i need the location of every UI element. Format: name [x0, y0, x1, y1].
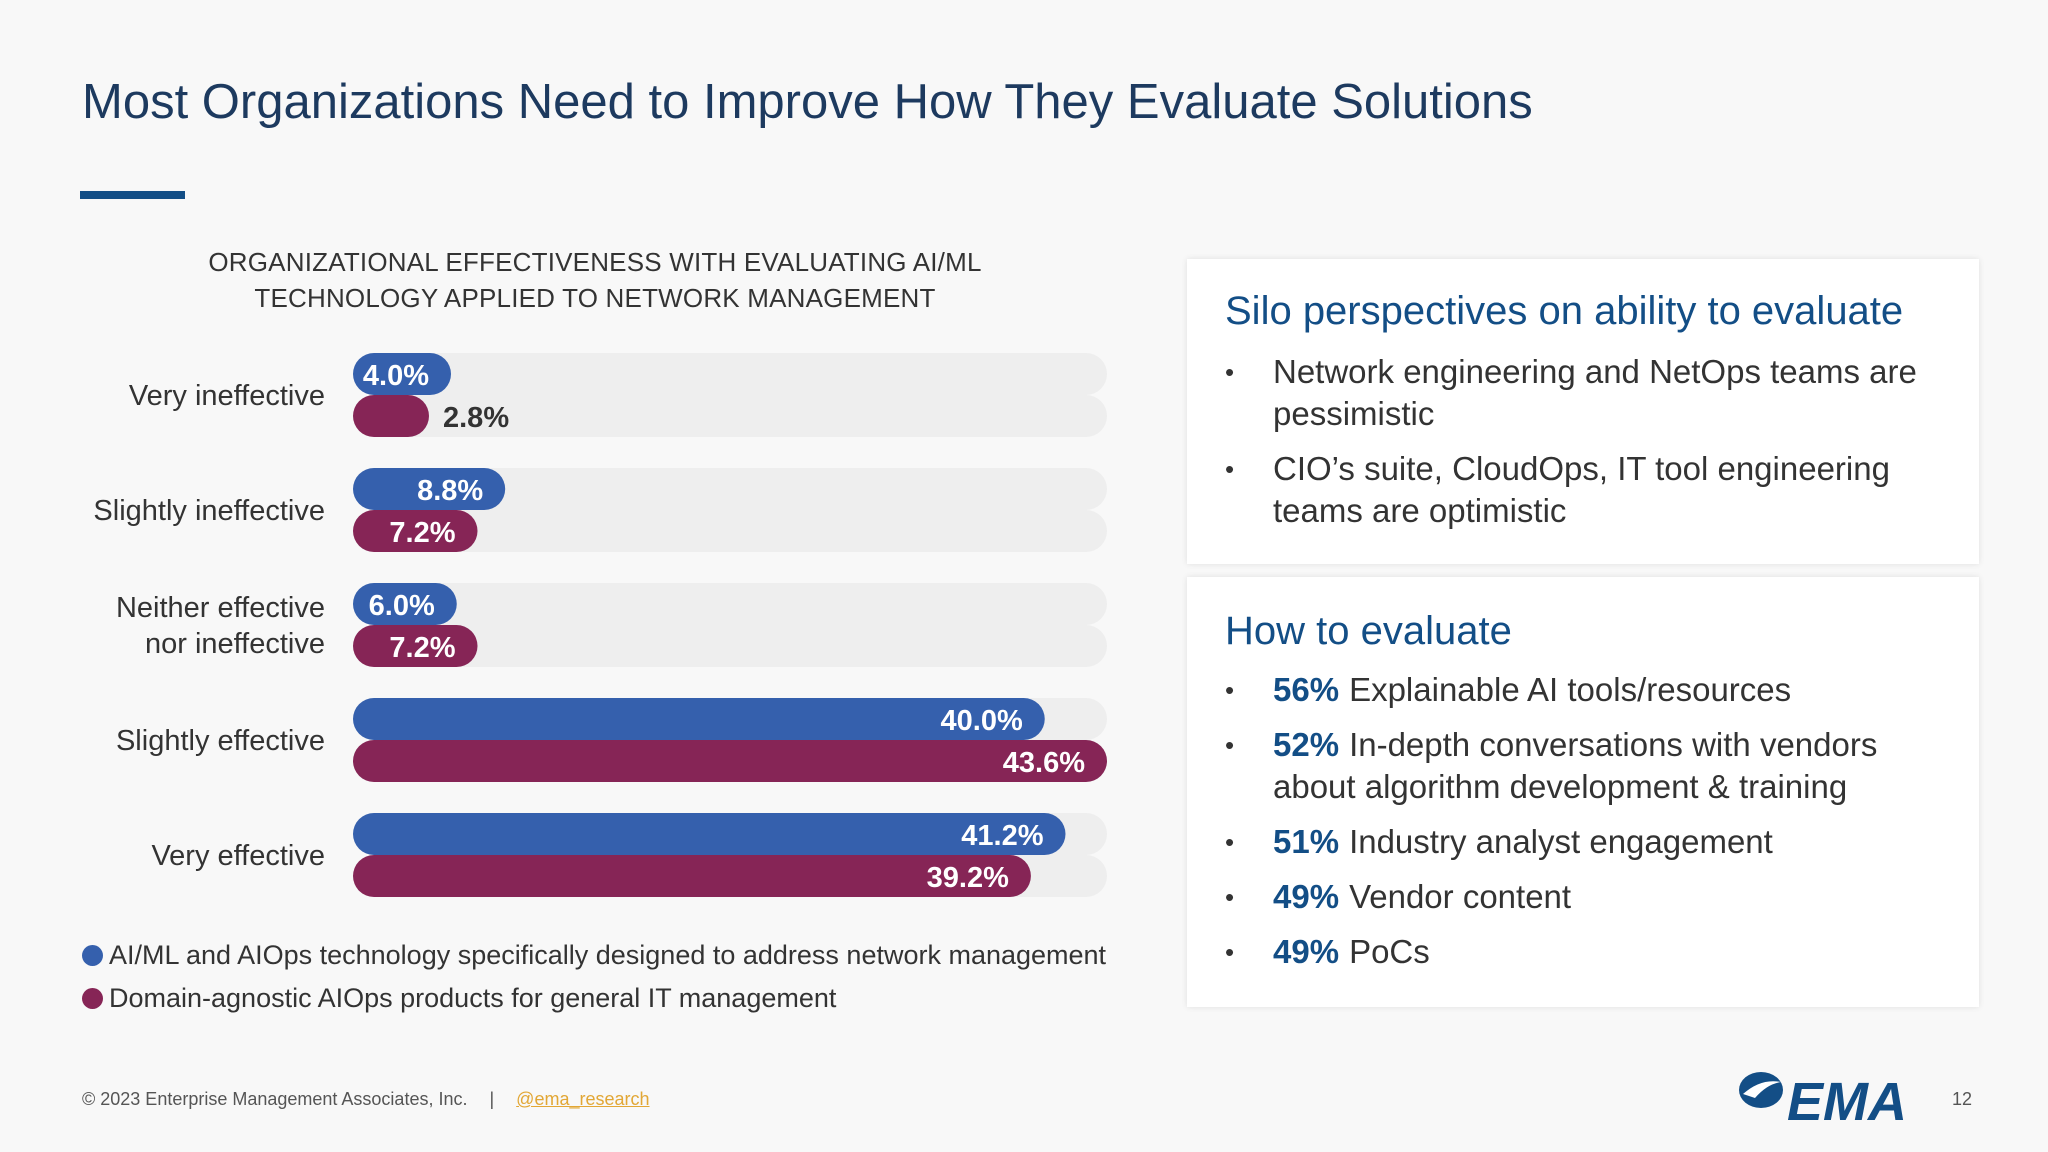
- category-label-line: Very ineffective: [129, 380, 325, 412]
- data-label: 40.0%: [941, 705, 1023, 737]
- bullet-text: In-depth conversations with vendors abou…: [1273, 726, 1878, 805]
- bar-track: [353, 353, 1107, 395]
- bar: [353, 740, 1107, 782]
- card-title: Silo perspectives on ability to evaluate: [1225, 289, 1904, 333]
- percent-value: 49%: [1273, 933, 1340, 970]
- data-label: 4.0%: [363, 360, 429, 392]
- social-handle-link[interactable]: @ema_research: [516, 1089, 650, 1109]
- bar: [353, 353, 451, 395]
- percent-value: 51%: [1273, 823, 1340, 860]
- page-number: 12: [1952, 1089, 1973, 1109]
- bar-track: [353, 625, 1107, 667]
- data-label: 2.8%: [443, 402, 509, 434]
- category-label: Very ineffective: [129, 380, 325, 412]
- copyright-text: © 2023 Enterprise Management Associates,…: [82, 1089, 468, 1109]
- chart-title-line: TECHNOLOGY APPLIED TO NETWORK MANAGEMENT: [254, 283, 936, 313]
- chart-title-line: ORGANIZATIONAL EFFECTIVENESS WITH EVALUA…: [208, 247, 982, 277]
- category-label: Very effective: [151, 840, 325, 872]
- bullet-text: PoCs: [1349, 933, 1430, 970]
- bullet-list: • 56% Explainable AI tools/resources • 52% I…: [1225, 669, 1949, 986]
- legend-label: AI/ML and AIOps technology specifically …: [109, 940, 1107, 970]
- category-label: Neither effective nor ineffective: [116, 592, 325, 660]
- bar-track: [353, 510, 1107, 552]
- ema-logo-icon: EMA: [1739, 1072, 1907, 1124]
- percent-value: 56%: [1273, 671, 1340, 708]
- percent-value: 49%: [1273, 878, 1340, 915]
- bullet-icon: •: [1225, 357, 1235, 387]
- data-label: 41.2%: [961, 820, 1043, 852]
- category-label-line: nor ineffective: [145, 628, 325, 660]
- footer: © 2023 Enterprise Management Associates,…: [82, 1089, 650, 1110]
- bar: [353, 625, 478, 667]
- title-underline: [80, 191, 185, 199]
- list-item: • 51% Industry analyst engagement: [1225, 821, 1949, 863]
- chart-legend: AI/ML and AIOps technology specifically …: [82, 934, 1106, 1020]
- bar-track: [353, 468, 1107, 510]
- legend-label: Domain-agnostic AIOps products for gener…: [109, 983, 837, 1013]
- bullet-icon: •: [1225, 882, 1235, 912]
- bullet-text: Network engineering and NetOps teams are…: [1273, 353, 1917, 432]
- page-title: Most Organizations Need to Improve How T…: [82, 75, 1533, 129]
- bar: [353, 855, 1031, 897]
- category-label: Slightly ineffective: [93, 495, 325, 527]
- bar-track: [353, 583, 1107, 625]
- percent-value: 52%: [1273, 726, 1340, 763]
- bar-chart: Very ineffective 4.0% 2.8% Slightly ineffec…: [93, 353, 1107, 897]
- data-label: 7.2%: [389, 517, 455, 549]
- legend-swatch-icon: [82, 945, 103, 966]
- bar: [353, 510, 478, 552]
- how-to-evaluate-card: How to evaluate • 56% Explainable AI tools…: [1187, 577, 1979, 1007]
- category-label-line: Slightly effective: [116, 725, 325, 757]
- bar: [353, 468, 506, 510]
- list-item: • 49% Vendor content: [1225, 876, 1949, 918]
- bullet-text: Vendor content: [1349, 878, 1572, 915]
- bullet-text: CIO’s suite, CloudOps, IT tool engineeri…: [1273, 450, 1890, 529]
- data-label: 8.8%: [417, 475, 483, 507]
- category-label-line: Slightly ineffective: [93, 495, 325, 527]
- bullet-text: Explainable AI tools/resources: [1349, 671, 1792, 708]
- data-label: 6.0%: [369, 590, 435, 622]
- data-label: 43.6%: [1003, 747, 1085, 779]
- bullet-text: Industry analyst engagement: [1349, 823, 1773, 860]
- bar: [353, 813, 1066, 855]
- list-item: • 49% PoCs: [1225, 931, 1949, 973]
- legend-swatch-icon: [82, 988, 103, 1009]
- bullet-icon: •: [1225, 827, 1235, 857]
- bullet-icon: •: [1225, 454, 1235, 484]
- legend-item: Domain-agnostic AIOps products for gener…: [82, 977, 1106, 1020]
- bullet-icon: •: [1225, 730, 1235, 760]
- legend-item: AI/ML and AIOps technology specifically …: [82, 934, 1106, 977]
- footer-separator: |: [489, 1089, 495, 1109]
- category-label-line: Neither effective: [116, 592, 325, 624]
- list-item: • CIO’s suite, CloudOps, IT tool engineer…: [1225, 448, 1949, 532]
- list-item: • 56% Explainable AI tools/resources: [1225, 669, 1949, 711]
- bullet-icon: •: [1225, 937, 1235, 967]
- bullet-list: • Network engineering and NetOps teams ar…: [1225, 351, 1949, 545]
- bar: [353, 698, 1045, 740]
- list-item: • 52% In-depth conversations with vendors …: [1225, 724, 1949, 808]
- card-title: How to evaluate: [1225, 609, 1512, 653]
- bar: [353, 583, 457, 625]
- bar: [353, 395, 429, 437]
- category-label-line: Very effective: [151, 840, 325, 872]
- logo-text: EMA: [1787, 1072, 1907, 1124]
- bullet-icon: •: [1225, 675, 1235, 705]
- category-label: Slightly effective: [116, 725, 325, 757]
- silo-perspectives-card: Silo perspectives on ability to evaluate…: [1187, 259, 1979, 564]
- list-item: • Network engineering and NetOps teams ar…: [1225, 351, 1949, 435]
- data-label: 39.2%: [927, 862, 1009, 894]
- chart-title: ORGANIZATIONAL EFFECTIVENESS WITH EVALUA…: [120, 244, 1070, 316]
- bar-track: [353, 395, 1107, 437]
- data-label: 7.2%: [389, 632, 455, 664]
